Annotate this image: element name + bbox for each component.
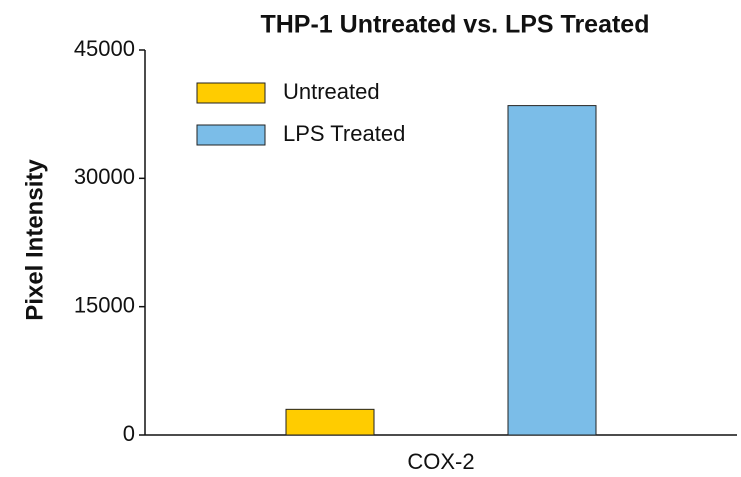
y-tick-label: 30000 xyxy=(74,164,135,189)
legend-swatch xyxy=(196,82,266,104)
legend-label: Untreated xyxy=(283,79,380,104)
x-tick-label: COX-2 xyxy=(407,449,474,474)
legend-swatch xyxy=(196,124,266,146)
y-tick-label: 15000 xyxy=(74,292,135,317)
y-tick-label: 0 xyxy=(123,421,135,446)
bar xyxy=(507,105,597,436)
bar xyxy=(285,408,375,436)
legend-label: LPS Treated xyxy=(283,121,405,146)
chart-title: THP-1 Untreated vs. LPS Treated xyxy=(260,11,649,39)
y-tick-label: 45000 xyxy=(74,36,135,61)
y-axis-label: Pixel Intensity xyxy=(21,159,48,321)
